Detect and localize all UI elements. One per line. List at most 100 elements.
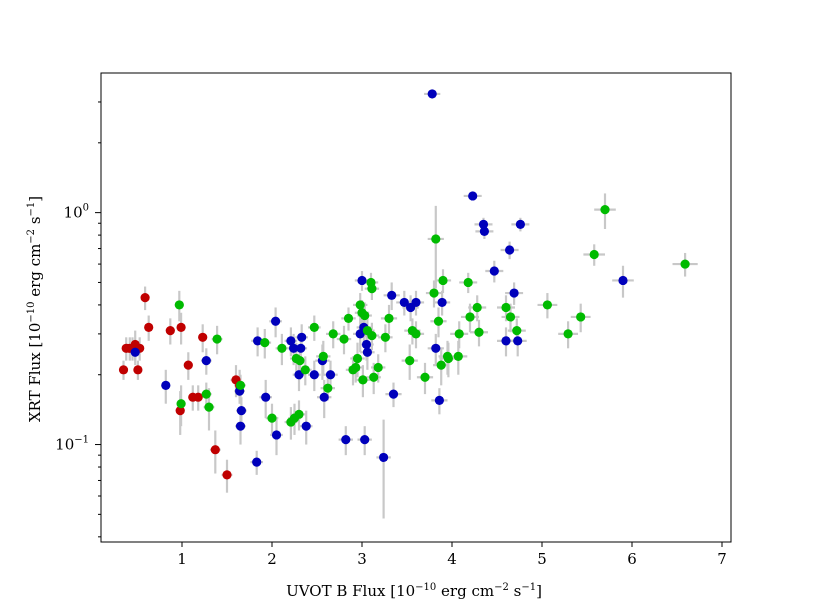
y-axis-ticks: 10−1 100 — [55, 101, 101, 538]
data-point-green — [380, 332, 390, 342]
x-axis-label-exp3: −1 — [521, 582, 536, 593]
data-point-green — [367, 284, 377, 294]
data-point-red — [183, 360, 193, 370]
data-point-green — [373, 362, 383, 373]
data-point-red — [222, 470, 232, 480]
data-point-green — [355, 300, 365, 310]
x-tick-label: 2 — [267, 550, 277, 568]
data-point-green — [358, 375, 368, 385]
data-point-blue — [360, 435, 370, 445]
data-point-blue — [289, 343, 299, 353]
data-point-green — [367, 330, 377, 341]
data-point-blue — [161, 380, 171, 390]
data-point-blue — [362, 347, 372, 357]
data-point-blue — [201, 356, 211, 366]
data-point-green — [431, 234, 441, 244]
data-point-green — [176, 399, 186, 409]
y-axis-label-mid: erg cm — [26, 244, 44, 302]
y-axis-label: XRT Flux [10−10 erg cm−2 s−1] — [26, 196, 44, 422]
data-point-green — [369, 372, 379, 382]
data-point-red — [140, 293, 150, 303]
data-point-blue — [387, 290, 397, 300]
data-point-blue — [301, 421, 311, 431]
data-point-green — [294, 409, 304, 419]
data-point-blue — [341, 435, 351, 445]
data-point-green — [384, 313, 394, 323]
data-point-green — [438, 275, 448, 286]
data-point-green — [201, 389, 211, 399]
data-point-green — [300, 365, 310, 375]
x-axis-ticks: 1 2 3 4 5 6 7 — [177, 542, 727, 568]
data-point-green — [352, 353, 363, 364]
data-point-green — [474, 327, 484, 337]
data-point-red — [210, 445, 220, 455]
x-axis-label-mid2: s — [509, 582, 521, 600]
data-point-blue — [253, 336, 263, 346]
data-point-green — [436, 360, 446, 370]
data-points — [118, 89, 690, 480]
data-point-blue — [294, 370, 304, 380]
data-point-blue — [271, 430, 282, 440]
data-point-green — [277, 343, 287, 353]
data-point-green — [512, 325, 522, 336]
data-point-blue — [437, 297, 447, 308]
data-point-blue — [431, 343, 441, 353]
data-point-blue — [252, 457, 262, 467]
data-point-green — [174, 300, 184, 310]
data-point-blue — [236, 406, 246, 416]
data-point-red — [198, 332, 208, 342]
data-point-red — [118, 365, 129, 375]
data-point-blue — [319, 392, 329, 402]
data-point-blue — [478, 219, 489, 229]
data-point-blue — [468, 191, 478, 201]
y-tick-label: 10−1 — [55, 435, 89, 454]
data-point-green — [343, 313, 354, 323]
x-axis-label: UVOT B Flux [10−10 erg cm−2 s−1] — [286, 582, 542, 600]
data-point-green — [454, 329, 464, 339]
data-point-blue — [361, 339, 372, 350]
x-axis-label-main: UVOT B Flux [10 — [286, 582, 415, 600]
data-point-blue — [434, 395, 444, 406]
data-point-blue — [515, 219, 526, 229]
y-axis-label-main: XRT Flux [10 — [26, 323, 44, 423]
data-point-green — [295, 356, 305, 366]
y-axis-label-end: ] — [26, 196, 44, 202]
data-point-green — [318, 351, 328, 361]
plot-frame — [100, 72, 732, 543]
data-point-green — [309, 322, 319, 332]
data-point-blue — [411, 297, 421, 308]
data-point-green — [589, 249, 599, 260]
data-point-green — [328, 329, 338, 339]
data-point-green — [420, 372, 430, 382]
data-point-green — [443, 353, 453, 364]
x-axis-label-end: ] — [536, 582, 542, 600]
data-point-blue — [388, 389, 399, 399]
data-point-red — [144, 322, 154, 332]
data-point-green — [463, 277, 473, 288]
data-point-red — [176, 322, 186, 332]
data-point-red — [175, 406, 185, 416]
data-point-blue — [501, 336, 511, 346]
y-axis-label-exp1: −10 — [26, 302, 37, 323]
data-point-blue — [509, 288, 519, 298]
x-tick-label: 6 — [627, 550, 637, 568]
data-point-blue — [489, 266, 499, 276]
x-tick-label: 1 — [177, 550, 187, 568]
data-point-blue — [130, 347, 140, 357]
data-point-green — [260, 338, 270, 348]
data-point-green — [501, 302, 511, 313]
data-point-green — [405, 356, 415, 366]
data-point-blue — [427, 89, 437, 99]
data-point-blue — [286, 336, 296, 346]
data-point-green — [212, 334, 222, 344]
data-point-red — [193, 392, 203, 402]
x-tick-label: 5 — [537, 550, 547, 568]
data-point-green — [600, 205, 610, 215]
data-point-blue — [505, 245, 515, 255]
y-axis-label-mid2: s — [26, 216, 44, 228]
data-point-blue — [261, 392, 271, 402]
data-point-red — [165, 325, 175, 336]
data-point-green — [411, 329, 421, 339]
x-axis-label-exp2: −2 — [494, 582, 509, 593]
